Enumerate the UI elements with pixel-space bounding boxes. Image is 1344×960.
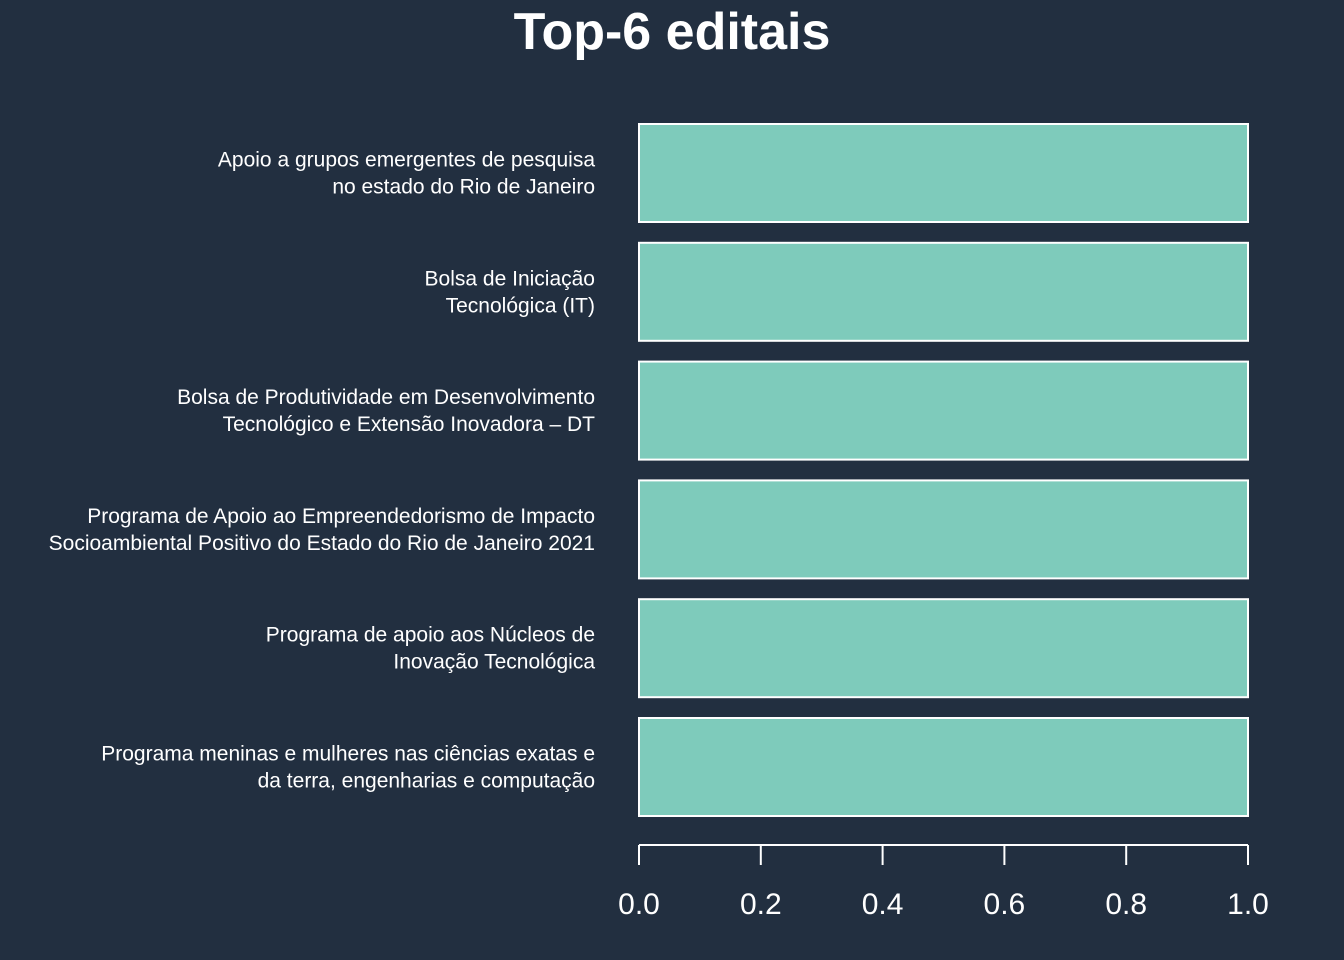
- bar-3: [638, 360, 1249, 461]
- chart-title: Top-6 editais: [514, 3, 831, 61]
- bar-5: [638, 598, 1249, 699]
- category-label-line: Inovação Tecnológica: [393, 651, 595, 674]
- category-label-line: no estado do Rio de Janeiro: [332, 176, 595, 199]
- category-label-2: Bolsa de Iniciação Tecnológica (IT): [425, 267, 595, 317]
- category-label-line: da terra, engenharias e computação: [258, 770, 595, 793]
- category-label-line: Programa de Apoio ao Empreendedorismo de…: [87, 505, 595, 528]
- x-tick-label-4: 0.8: [1105, 888, 1147, 921]
- bars-layer: [638, 123, 1249, 817]
- bar-2: [638, 241, 1249, 342]
- x-tick-label-5: 1.0: [1227, 888, 1269, 921]
- category-label-6: Programa meninas e mulheres nas ciências…: [101, 743, 595, 793]
- category-label-line: Tecnológico e Extensão Inovadora – DT: [223, 413, 596, 436]
- category-label-4: Programa de Apoio ao Empreendedorismo de…: [49, 505, 595, 555]
- x-tick-label-0: 0.0: [618, 888, 660, 921]
- category-label-5: Programa de apoio aos Núcleos de Inovação…: [266, 624, 596, 674]
- category-label-3: Bolsa de Produtividade em Desenvolviment…: [177, 386, 595, 436]
- x-tick-label-2: 0.4: [862, 888, 904, 921]
- x-axis: 0.0 0.2 0.4 0.6 0.8 1.0: [618, 844, 1269, 921]
- bar-1: [638, 123, 1249, 223]
- bar-6: [638, 717, 1249, 817]
- category-label-line: Socioambiental Positivo do Estado do Rio…: [49, 532, 595, 555]
- bar-4: [638, 479, 1249, 580]
- category-labels: Apoio a grupos emergentes de pesquisa no …: [49, 149, 596, 793]
- category-label-line: Tecnológica (IT): [446, 294, 595, 317]
- category-label-1: Apoio a grupos emergentes de pesquisa no …: [218, 149, 595, 199]
- category-label-line: Bolsa de Produtividade em Desenvolviment…: [177, 386, 595, 409]
- category-label-line: Programa meninas e mulheres nas ciências…: [101, 743, 595, 766]
- x-tick-label-1: 0.2: [740, 888, 782, 921]
- category-label-line: Programa de apoio aos Núcleos de: [266, 624, 595, 647]
- category-label-line: Bolsa de Iniciação: [425, 267, 595, 290]
- category-label-line: Apoio a grupos emergentes de pesquisa: [218, 149, 595, 172]
- x-tick-label-3: 0.6: [984, 888, 1026, 921]
